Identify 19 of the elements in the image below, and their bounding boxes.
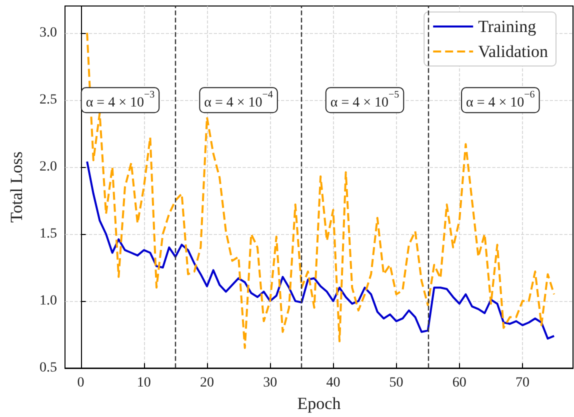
y-tick-label: 2.0 bbox=[40, 159, 57, 174]
x-axis-title: Epoch bbox=[297, 394, 342, 413]
x-tick-label: 50 bbox=[389, 376, 404, 391]
y-tick-label: 3.0 bbox=[40, 25, 57, 40]
y-tick-label: 1.5 bbox=[40, 226, 57, 242]
x-tick-label: 0 bbox=[77, 376, 84, 391]
x-tick-label: 30 bbox=[263, 376, 278, 391]
y-axis-title: Total Loss bbox=[7, 152, 26, 223]
x-tick-label: 60 bbox=[452, 376, 466, 391]
legend-label: Validation bbox=[478, 42, 548, 61]
y-tick-label: 2.5 bbox=[40, 92, 57, 108]
x-tick-label: 70 bbox=[516, 376, 530, 391]
y-tick-label: 1.0 bbox=[40, 294, 57, 309]
y-tick-label: 0.5 bbox=[40, 360, 57, 376]
line-series bbox=[86, 160, 556, 340]
legend-label: Training bbox=[478, 17, 537, 36]
x-tick-label: 40 bbox=[326, 376, 340, 391]
x-tick-label: 20 bbox=[200, 376, 214, 391]
x-tick-label: 10 bbox=[136, 376, 151, 391]
